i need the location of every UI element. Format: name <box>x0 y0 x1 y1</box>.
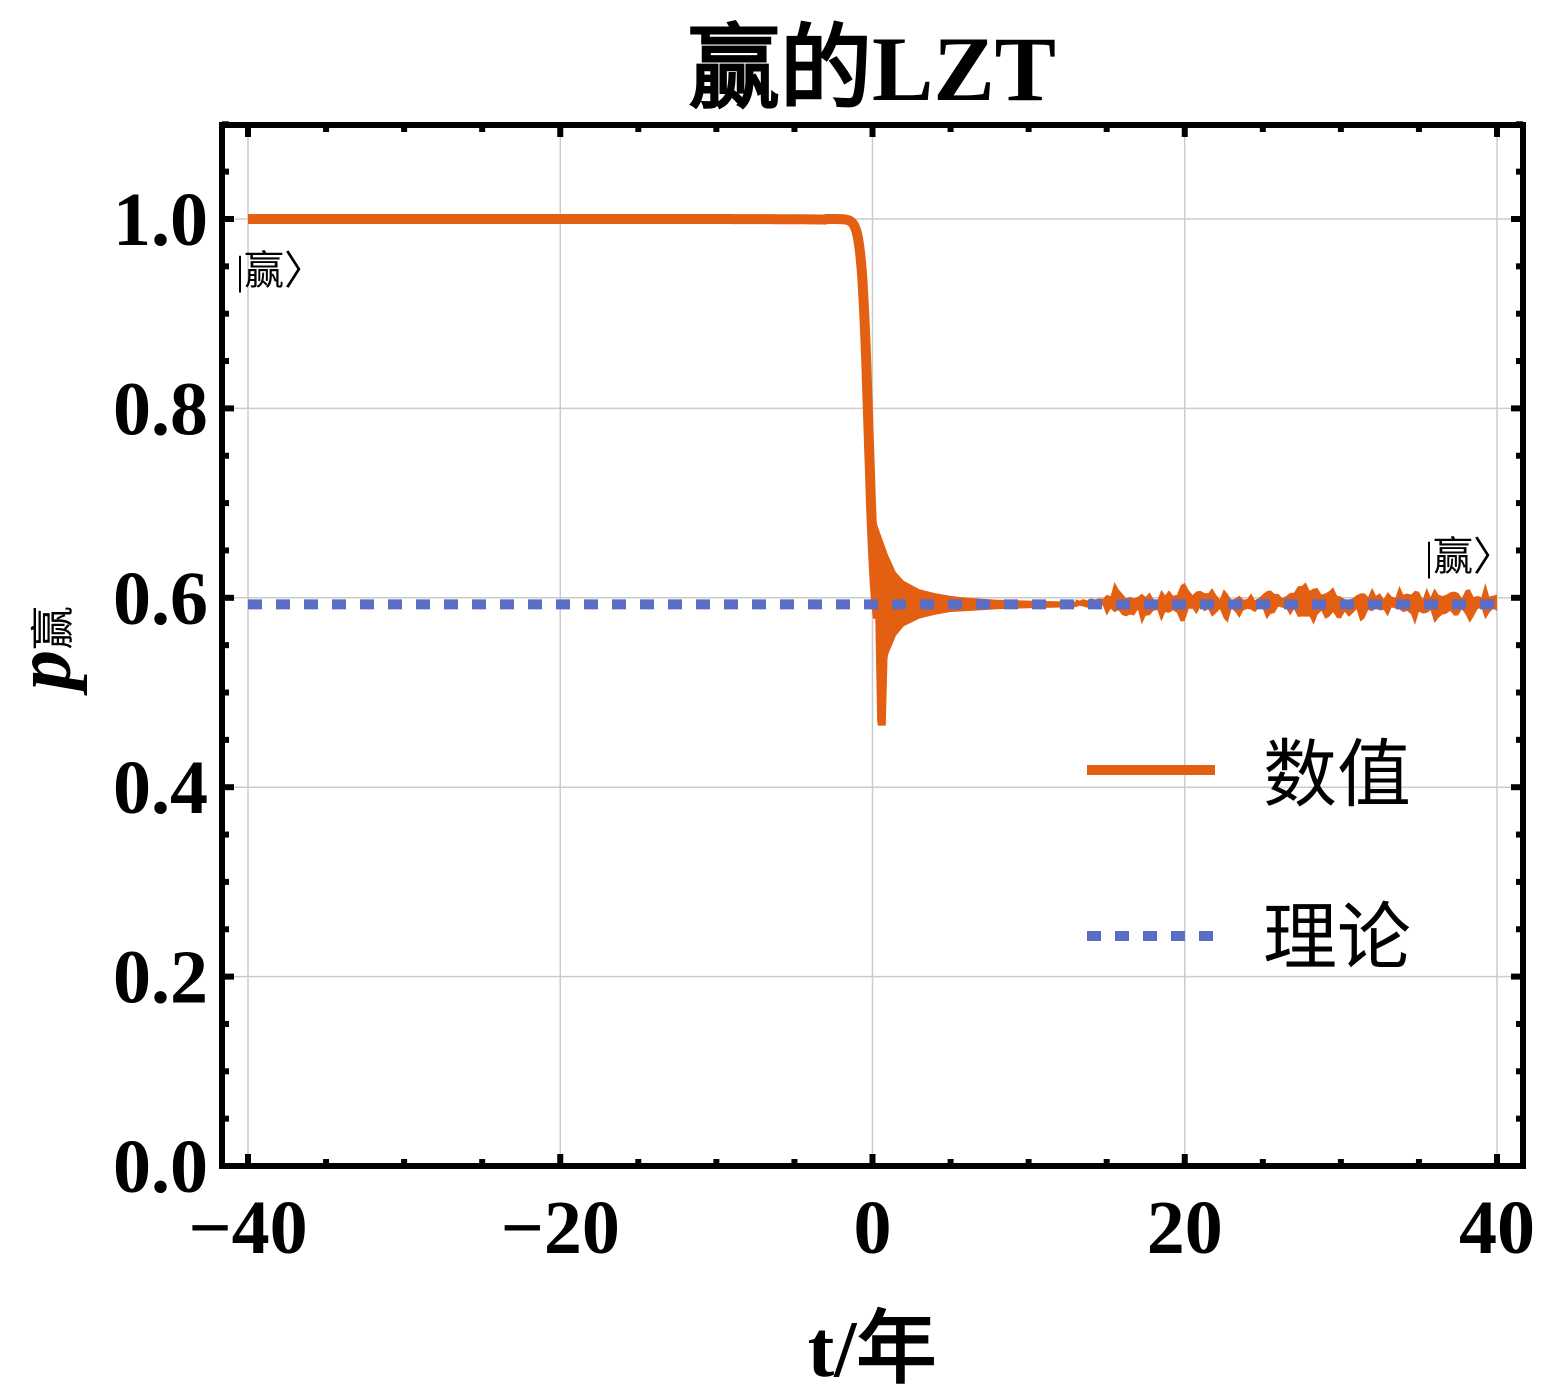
x-tick-label: −40 <box>188 1186 307 1270</box>
legend-label-numerical: 数值 <box>1263 735 1411 817</box>
numerical-oscillation-band <box>873 503 1076 726</box>
ket-annotation-right: |赢〉 <box>1425 534 1513 579</box>
x-tick-label: 40 <box>1459 1186 1535 1270</box>
y-axis-label-subscript: 赢 <box>29 606 78 650</box>
y-axis-label: p赢 <box>0 606 88 696</box>
numerical-dip <box>874 597 889 726</box>
y-axis-label-main: p <box>0 650 88 696</box>
y-tick-label: 1.0 <box>113 178 208 262</box>
series-numerical <box>243 214 1497 726</box>
y-tick-labels: 0.0 0.2 0.4 0.6 0.8 1.0 <box>113 178 208 1209</box>
y-tick-label: 0.6 <box>113 557 208 641</box>
gridlines <box>222 125 1523 1167</box>
y-tick-label: 0.2 <box>113 936 208 1020</box>
x-tick-labels: −40 −20 0 20 40 <box>188 1186 1535 1270</box>
legend: 数值 理论 <box>1087 735 1411 980</box>
axis-ticks <box>222 121 1523 1169</box>
x-axis-label: t/年 <box>808 1306 937 1394</box>
svg-text:p赢: p赢 <box>0 606 88 696</box>
y-tick-label: 0.8 <box>113 367 208 451</box>
x-tick-label: −20 <box>501 1186 620 1270</box>
x-tick-label: 0 <box>854 1186 892 1270</box>
chart-title: 赢的LZT <box>688 18 1056 120</box>
y-tick-label: 0.4 <box>113 746 208 830</box>
legend-label-theory: 理论 <box>1263 898 1411 980</box>
ket-annotation-left: |赢〉 <box>236 248 324 293</box>
y-tick-label: 0.0 <box>113 1125 208 1209</box>
numerical-curve-drop <box>243 214 883 619</box>
x-tick-label: 20 <box>1147 1186 1223 1270</box>
